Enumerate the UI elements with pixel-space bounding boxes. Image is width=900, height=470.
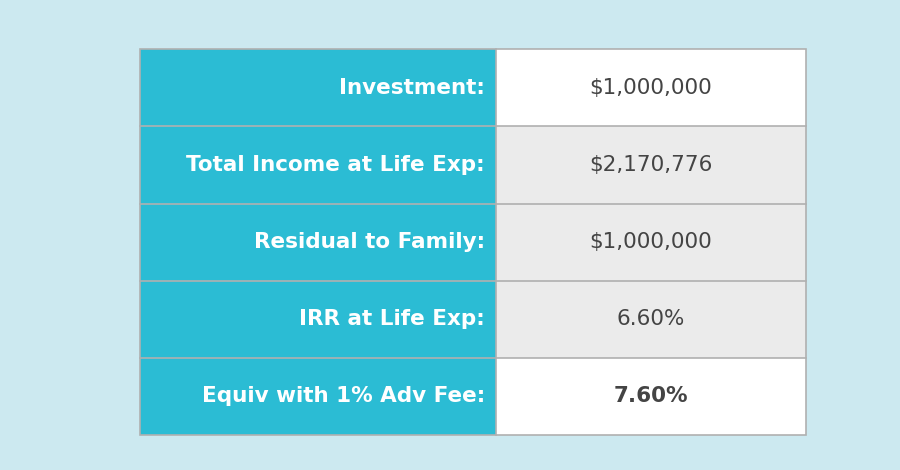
Bar — [496, 281, 806, 358]
Bar — [140, 204, 496, 281]
Bar — [140, 49, 496, 126]
Bar — [496, 358, 806, 435]
Bar — [496, 49, 806, 126]
Text: Residual to Family:: Residual to Family: — [254, 232, 485, 252]
Bar — [496, 126, 806, 204]
Text: $1,000,000: $1,000,000 — [590, 78, 712, 98]
Text: 7.60%: 7.60% — [614, 386, 688, 406]
Bar — [140, 49, 806, 435]
Text: $2,170,776: $2,170,776 — [589, 155, 712, 175]
Bar — [140, 358, 496, 435]
Text: Equiv with 1% Adv Fee:: Equiv with 1% Adv Fee: — [202, 386, 485, 406]
Bar — [140, 126, 496, 204]
Text: IRR at Life Exp:: IRR at Life Exp: — [300, 309, 485, 329]
Text: $1,000,000: $1,000,000 — [590, 232, 712, 252]
Bar — [140, 281, 496, 358]
Text: 6.60%: 6.60% — [616, 309, 685, 329]
Text: Investment:: Investment: — [339, 78, 485, 98]
Text: Total Income at Life Exp:: Total Income at Life Exp: — [186, 155, 485, 175]
Bar — [496, 204, 806, 281]
